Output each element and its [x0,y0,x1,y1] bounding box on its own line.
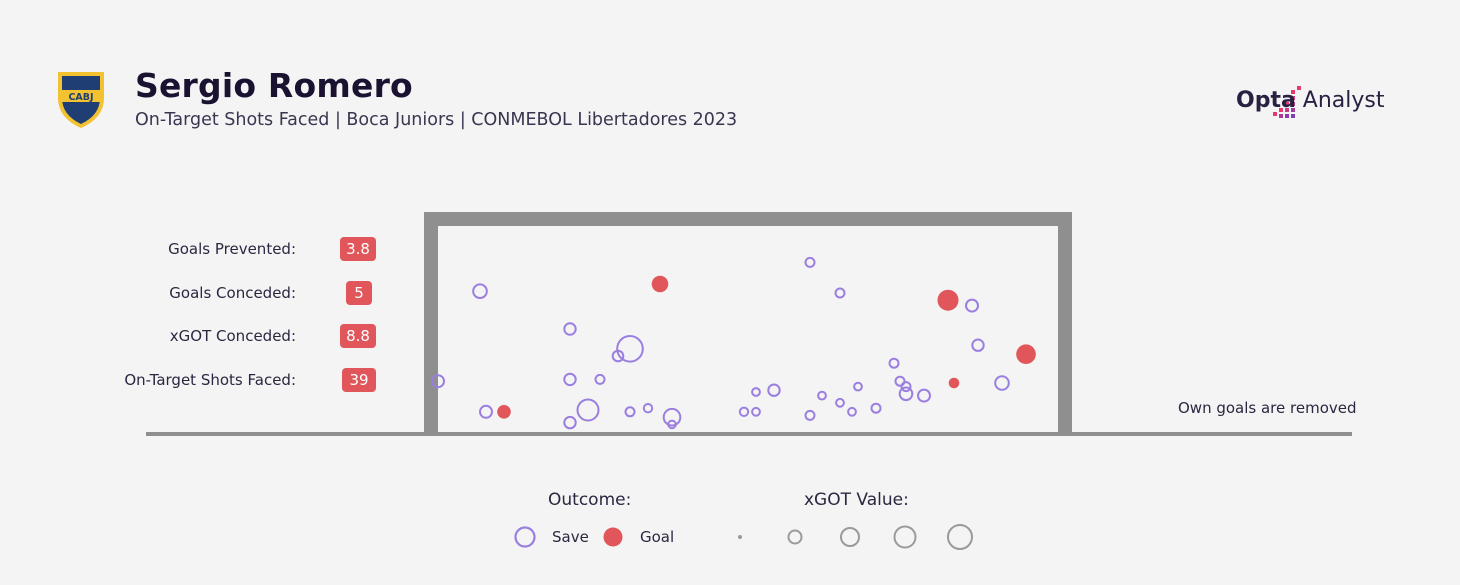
saved-shot-point [894,375,906,387]
goal-shot-point [937,289,959,311]
stat-label-goals-prevented: Goals Prevented: [168,240,296,258]
saved-shot-point [994,375,1010,391]
saved-shot-point [900,381,912,393]
saved-shot-point [667,419,677,430]
saved-shot-point [804,256,816,268]
page-subtitle: On-Target Shots Faced | Boca Juniors | C… [135,110,738,130]
stat-badge-shots-faced: 39 [342,368,376,392]
saved-shot-point [834,287,846,299]
shot-points [431,256,1036,430]
saved-shot-point [804,409,816,421]
crest-text: CABJ [68,92,93,103]
saved-shot-point [847,406,857,417]
saved-shot-point [642,403,654,414]
saved-shot-point [431,374,445,389]
saved-shot-point [971,338,985,352]
brand-name: Opta Analyst [1236,88,1385,113]
brand-name-bold: Opta [1236,88,1296,113]
saved-shot-point [853,381,863,392]
saved-shot-point [751,406,761,417]
saved-shot-point [479,404,493,419]
saved-shot-point [917,388,931,403]
saved-shot-point [870,402,882,414]
saved-shot-point [965,298,979,313]
page-title: Sergio Romero [135,66,413,105]
legend-save-label: Save [552,528,589,546]
saved-shot-point [576,398,600,422]
saved-shot-point [472,283,488,300]
goal-frame [424,212,1072,434]
saved-shot-point [767,383,781,397]
legend-xgot-title: xGOT Value: [804,490,909,510]
goal-shot-point [651,275,669,293]
saved-shot-point [898,386,914,402]
saved-shot-point [563,322,577,336]
saved-shot-point [563,415,577,430]
saved-shot-point [817,390,827,401]
stat-badge-xgot-conceded: 8.8 [340,324,376,348]
saved-shot-point [624,406,636,418]
own-goals-note: Own goals are removed [1178,399,1357,417]
legend-outcome-title: Outcome: [548,490,632,510]
stat-label-shots-faced: On-Target Shots Faced: [124,371,296,389]
stat-label-goals-conceded: Goals Conceded: [169,284,296,302]
goal-shot-point [1016,344,1036,365]
stat-badge-goals-conceded: 5 [346,281,372,305]
stat-label-xgot-conceded: xGOT Conceded: [169,327,296,345]
saved-shot-point [738,406,750,417]
saved-shot-point [616,335,644,363]
saved-shot-point [835,397,845,408]
saved-shot-point [563,372,577,387]
stat-badge-goals-prevented: 3.8 [340,237,376,261]
goal-shot-point [497,405,511,419]
saved-shot-point [662,407,682,427]
goal-shot-point [948,377,960,389]
saved-shot-point [594,373,606,385]
legend-goal-label: Goal [640,528,675,546]
saved-shot-point [888,357,900,369]
opta-analyst-logo-icon [1273,86,1301,118]
saved-shot-point [751,387,761,397]
brand-name-light: Analyst [1295,88,1385,113]
boca-juniors-crest: CABJ [58,72,104,128]
